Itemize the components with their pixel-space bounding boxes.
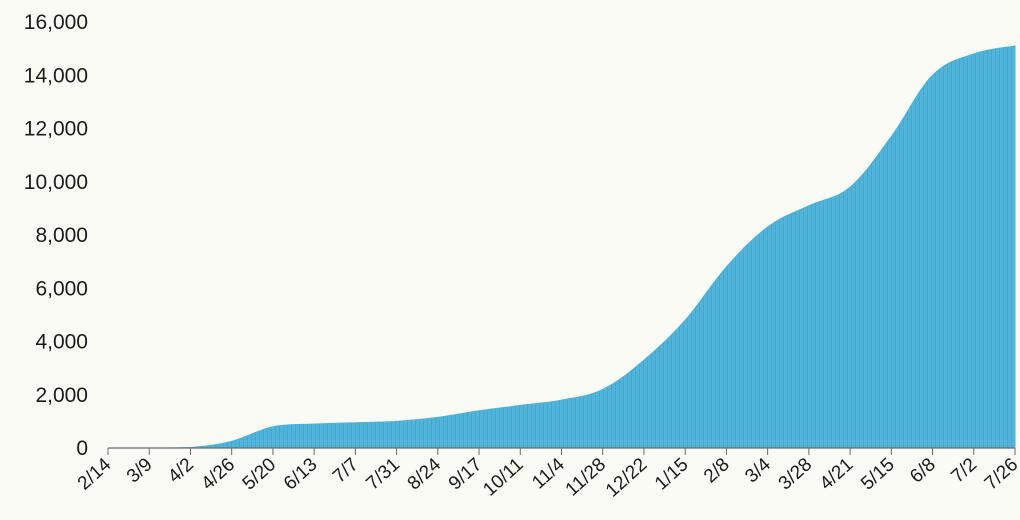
x-tick-label: 4/21 (816, 454, 858, 494)
y-tick-label: 14,000 (24, 64, 88, 87)
data-point (395, 419, 399, 423)
x-tick-label: 4/2 (164, 454, 198, 487)
x-tick-label: 3/9 (123, 454, 157, 487)
x-tick-label: 8/24 (404, 454, 446, 495)
data-point (312, 422, 316, 426)
x-axis: 2/14 3/9 4/2 4/26 5/20 6/13 7/7 7/31 8/24 9/1710/… (74, 448, 1020, 502)
data-point (848, 185, 852, 189)
data-point (601, 387, 605, 391)
x-tick-label: 9/17 (445, 454, 487, 494)
x-tick-label: 6/8 (906, 454, 940, 487)
data-point (353, 421, 357, 425)
data-point (931, 73, 935, 77)
data-point (1013, 44, 1017, 48)
data-point (766, 225, 770, 229)
data-point (807, 204, 811, 208)
area-fill (108, 45, 1016, 449)
x-tick-label: 11/28 (562, 454, 610, 500)
y-tick-label: 8,000 (35, 224, 88, 247)
area-series (108, 44, 1017, 449)
y-tick-label: 0 (76, 437, 88, 460)
x-tick-label: 5/20 (239, 454, 281, 494)
x-tick-label: 7/26 (981, 454, 1020, 494)
x-tick-label: 7/2 (947, 454, 981, 487)
y-tick-label: 10,000 (24, 171, 88, 194)
data-point (889, 134, 893, 138)
data-point (518, 403, 522, 407)
x-tick-label: 2/8 (700, 454, 734, 487)
data-point (724, 265, 728, 269)
y-tick-label: 6,000 (35, 277, 88, 300)
x-tick-label: 5/15 (857, 454, 899, 494)
x-tick-label: 12/22 (602, 454, 651, 501)
y-axis: 0 2,000 4,000 6,000 8,000 10,000 12,000 14,000 1… (24, 11, 88, 460)
y-tick-label: 16,000 (24, 11, 88, 34)
x-tick-label: 3/4 (741, 454, 775, 488)
data-point (642, 358, 646, 362)
data-point (271, 425, 275, 429)
data-point (560, 398, 564, 402)
data-point (972, 52, 976, 56)
data-point (683, 318, 687, 322)
y-tick-label: 4,000 (35, 331, 88, 354)
y-tick-label: 12,000 (24, 118, 88, 141)
x-tick-label: 10/11 (479, 454, 527, 500)
y-tick-label: 2,000 (35, 384, 88, 407)
x-tick-label: 1/15 (651, 454, 693, 494)
x-tick-label: 7/7 (329, 454, 363, 487)
data-point (230, 439, 234, 443)
data-point (436, 415, 440, 419)
x-tick-label: 3/28 (775, 454, 817, 494)
x-tick-label: 6/13 (280, 454, 322, 494)
data-point (477, 409, 481, 413)
x-tick-label: 7/31 (362, 454, 404, 494)
x-tick-label: 4/26 (197, 454, 239, 494)
